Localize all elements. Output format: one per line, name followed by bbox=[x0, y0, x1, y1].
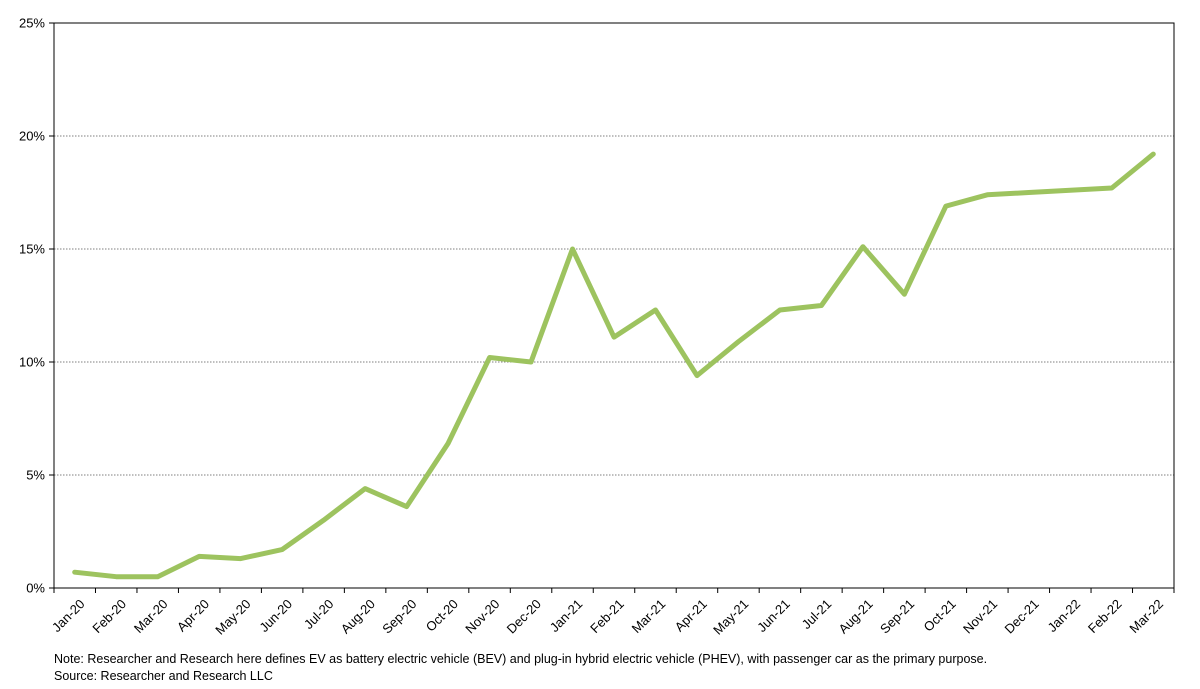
x-tick-label: Jan-22 bbox=[1044, 596, 1083, 635]
x-tick-label: Jan-20 bbox=[49, 596, 88, 635]
x-tick-label: May-21 bbox=[710, 596, 751, 637]
x-axis-ticks: Jan-20 Feb-20 Mar-20 Apr-20 May-20 Jun-20 Jul-… bbox=[49, 588, 1175, 638]
y-tick-label: 20% bbox=[19, 129, 45, 144]
x-tick-label: Aug-20 bbox=[338, 596, 378, 636]
x-tick-label: Nov-21 bbox=[960, 596, 1000, 636]
x-tick-label: Jun-21 bbox=[754, 596, 793, 635]
chart-notes: Note: Researcher and Research here defin… bbox=[54, 651, 987, 685]
y-axis-ticks: 0% 5% 10% 15% 20% 25% bbox=[19, 16, 54, 596]
x-tick-label: Dec-21 bbox=[1001, 596, 1041, 636]
x-tick-label: Apr-21 bbox=[672, 596, 710, 634]
x-tick-label: Mar-22 bbox=[1126, 596, 1166, 636]
x-tick-label: Mar-20 bbox=[131, 596, 171, 636]
y-tick-label: 25% bbox=[19, 16, 45, 31]
x-tick-label: Sep-21 bbox=[877, 596, 917, 636]
x-tick-label: Feb-20 bbox=[89, 596, 129, 636]
x-tick-label: Jul-21 bbox=[799, 596, 835, 632]
y-tick-label: 10% bbox=[19, 355, 45, 370]
x-tick-label: Nov-20 bbox=[462, 596, 502, 636]
x-tick-label: Oct-21 bbox=[921, 596, 959, 634]
x-tick-label: Oct-20 bbox=[423, 596, 461, 634]
x-tick-label: Mar-21 bbox=[629, 596, 669, 636]
x-tick-label: Feb-21 bbox=[587, 596, 627, 636]
x-tick-label: Sep-20 bbox=[379, 596, 419, 636]
series-line bbox=[72, 151, 1156, 580]
y-tick-label: 5% bbox=[26, 468, 45, 483]
x-tick-label: Feb-22 bbox=[1085, 596, 1125, 636]
y-tick-label: 15% bbox=[19, 242, 45, 257]
x-tick-label: May-20 bbox=[212, 596, 253, 637]
source-text: Source: Researcher and Research LLC bbox=[54, 669, 273, 683]
note-text: Note: Researcher and Research here defin… bbox=[54, 652, 988, 666]
x-tick-label: Jul-20 bbox=[301, 596, 337, 632]
x-tick-label: Aug-21 bbox=[836, 596, 876, 636]
x-tick-label: Apr-20 bbox=[174, 596, 212, 634]
plot-area-border bbox=[53, 22, 1175, 589]
gridlines bbox=[54, 135, 1174, 476]
line-chart: 0%5%10%15%20%25% Jan-20 Feb-20 Mar-20 Apr-2… bbox=[19, 16, 1175, 638]
x-tick-label: Jun-20 bbox=[256, 596, 295, 635]
x-tick-label: Jan-21 bbox=[547, 596, 586, 635]
y-tick-label: 0% bbox=[26, 581, 45, 596]
x-tick-label: Dec-20 bbox=[504, 596, 544, 636]
